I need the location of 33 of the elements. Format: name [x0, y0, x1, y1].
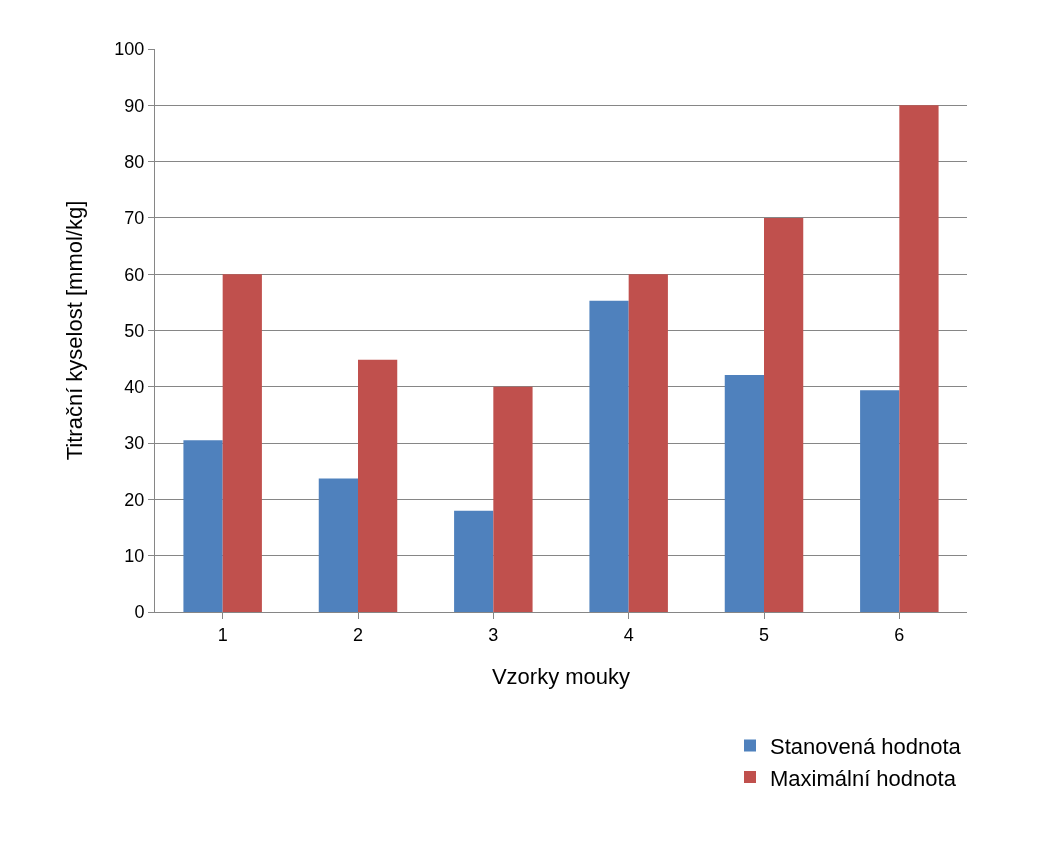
bar — [764, 217, 804, 612]
y-axis-title: Titrační kyselost [mmol/kg] — [62, 200, 88, 461]
y-tick-label: 100 — [114, 39, 145, 60]
y-tick-label: 90 — [124, 95, 145, 116]
y-tick-label: 10 — [124, 546, 145, 566]
bar — [318, 478, 358, 612]
y-tick-label: 40 — [124, 377, 145, 398]
bar — [358, 359, 398, 612]
x-axis-title: Vzorky mouky — [491, 664, 631, 690]
y-tick-label: 50 — [124, 320, 145, 341]
x-tick-label: 4 — [623, 624, 634, 645]
x-tick-label: 2 — [352, 624, 364, 645]
bar — [183, 440, 223, 612]
bar — [493, 386, 533, 612]
y-tick-label: 0 — [134, 602, 145, 623]
y-tick-label: 80 — [124, 151, 145, 172]
x-tick-label: 3 — [488, 624, 499, 645]
y-tick-label: 70 — [124, 208, 145, 229]
x-tick-label: 1 — [217, 624, 228, 645]
legend-label: Stanovená hodnota — [770, 733, 962, 759]
y-tick-label: 30 — [124, 433, 145, 454]
bar — [589, 300, 629, 612]
bar — [724, 374, 764, 612]
y-tick-label: 60 — [124, 264, 145, 285]
y-tick-label: 20 — [124, 489, 145, 510]
bar — [222, 274, 262, 612]
legend-label: Maximální hodnota — [770, 765, 957, 791]
bar — [454, 510, 494, 612]
x-tick-label: 5 — [758, 624, 770, 645]
bar — [628, 274, 668, 612]
x-tick-label: 6 — [894, 624, 905, 645]
bar — [899, 105, 939, 612]
bar — [860, 390, 900, 612]
